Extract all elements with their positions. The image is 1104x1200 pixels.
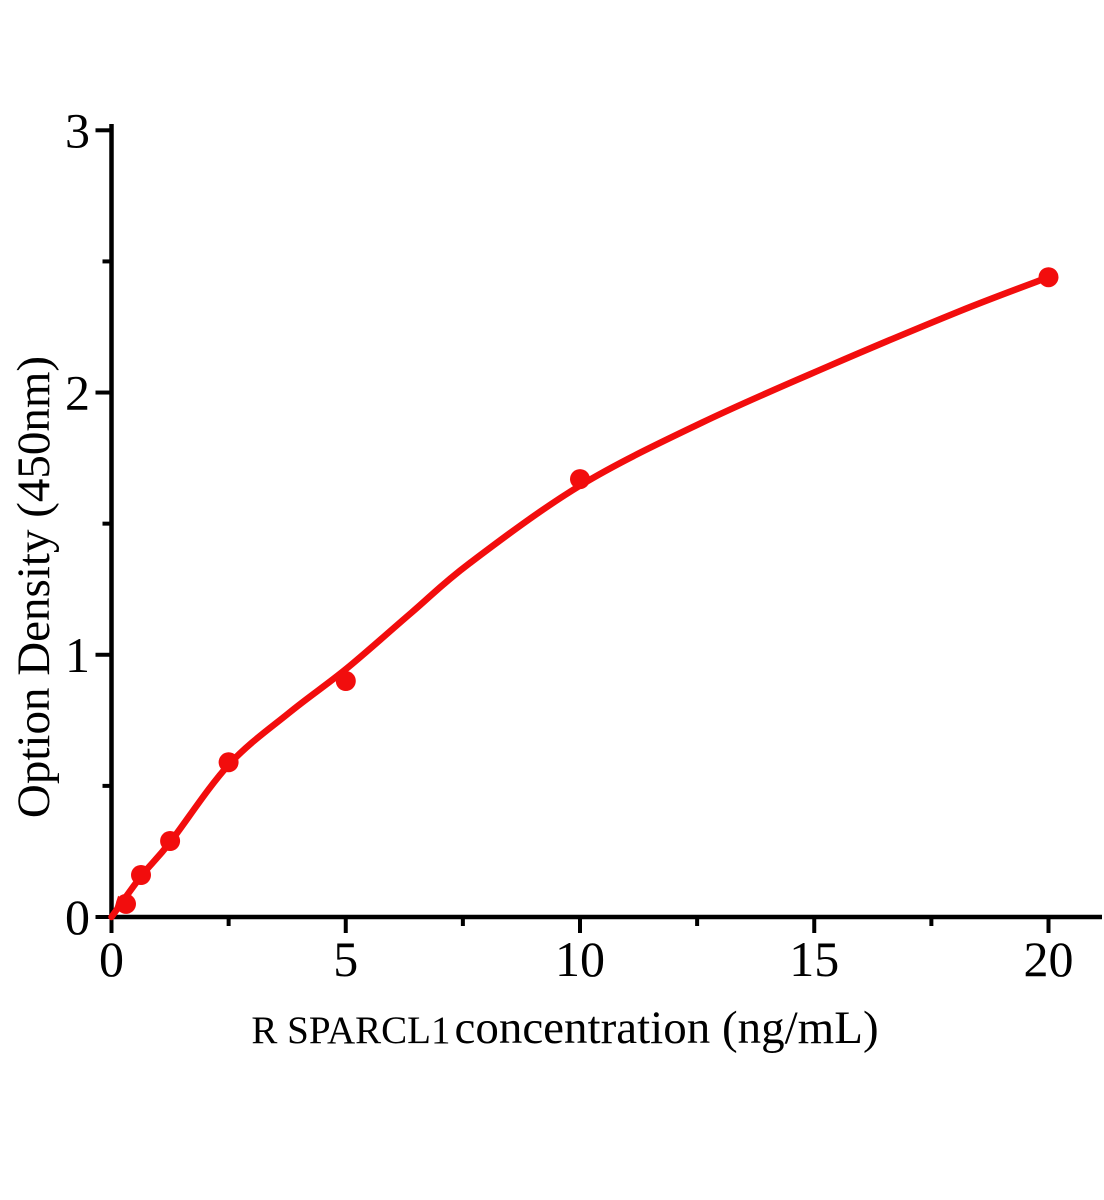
y-axis-tick-labels: 0 1 2 3 bbox=[65, 102, 90, 945]
x-tick-label: 10 bbox=[555, 931, 605, 987]
data-point-marker bbox=[116, 893, 136, 914]
x-axis-tick-labels: 0 5 10 15 20 bbox=[99, 931, 1074, 987]
x-tick-label: 0 bbox=[99, 931, 124, 987]
y-tick-label: 2 bbox=[65, 365, 90, 421]
fit-curve-line bbox=[108, 273, 1052, 921]
x-axis-title-prefix: R SPARCL1 bbox=[251, 1009, 450, 1052]
x-tick-label: 15 bbox=[789, 931, 839, 987]
x-axis-title: R SPARCL1 concentration (ng/mL) bbox=[251, 1002, 878, 1054]
x-tick-label: 5 bbox=[333, 931, 358, 987]
y-axis-title: Option Density (450nm) bbox=[8, 356, 60, 818]
data-point-marker bbox=[131, 865, 151, 885]
y-tick-label: 0 bbox=[65, 889, 90, 945]
data-point-marker bbox=[335, 671, 356, 691]
data-point-marker bbox=[1038, 267, 1059, 288]
y-tick-label: 1 bbox=[65, 627, 90, 683]
y-tick-label: 3 bbox=[65, 102, 90, 158]
y-axis-ticks bbox=[95, 128, 112, 919]
data-point-marker bbox=[218, 752, 239, 773]
x-axis-title-main: concentration (ng/mL) bbox=[454, 1002, 878, 1054]
data-point-marker bbox=[160, 831, 181, 851]
data-point-marker bbox=[570, 469, 590, 490]
data-points bbox=[116, 267, 1059, 914]
x-tick-label: 20 bbox=[1024, 931, 1074, 987]
